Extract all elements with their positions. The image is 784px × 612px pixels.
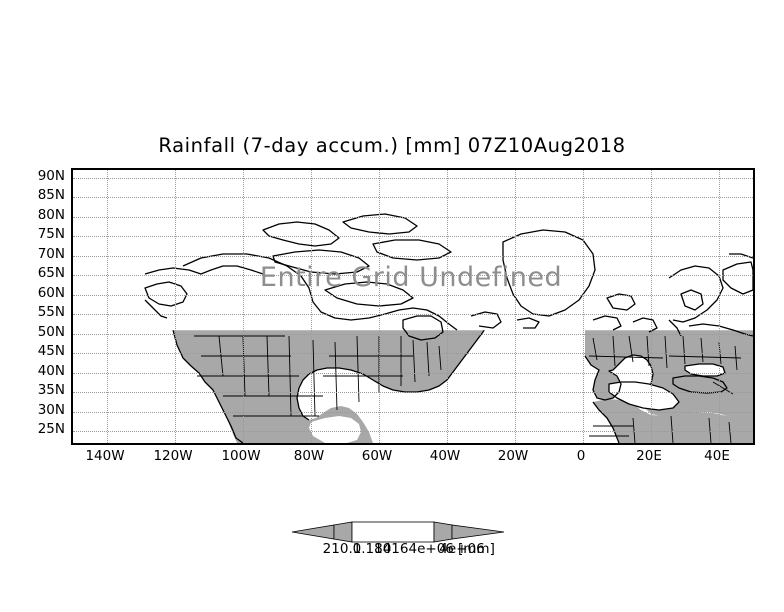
longitude-label: 140W <box>85 448 125 464</box>
tick-latitude <box>71 431 73 433</box>
latitude-label: 45N <box>37 343 65 359</box>
tick-latitude <box>71 178 73 180</box>
map-geography <box>144 213 753 443</box>
chart-title: Rainfall (7-day accum.) [mm] 07Z10Aug201… <box>158 134 626 157</box>
tick-longitude <box>243 443 245 445</box>
tick-latitude <box>71 392 73 394</box>
colorbar-right-arrow <box>451 524 504 540</box>
tick-latitude <box>71 334 73 336</box>
colorbar-segment-mid <box>351 521 435 543</box>
latitude-label: 65N <box>37 265 65 281</box>
tick-latitude <box>71 373 73 375</box>
tick-longitude <box>651 443 653 445</box>
tick-latitude <box>71 256 73 258</box>
tick-latitude <box>71 295 73 297</box>
colorbar-tick-label: 0.184 <box>352 541 392 557</box>
latitude-label: 55N <box>37 304 65 320</box>
longitude-label: 60W <box>361 448 393 464</box>
colorbar-tick-label: 210.1 <box>322 541 362 557</box>
longitude-label: 80W <box>293 448 325 464</box>
latitude-label: 85N <box>37 187 65 203</box>
map-plot-frame <box>71 168 755 445</box>
longitude-label: 40E <box>704 448 730 464</box>
colorbar <box>292 519 504 545</box>
longitude-label: 20W <box>497 448 529 464</box>
tick-longitude <box>583 443 585 445</box>
colorbar-tick-label: 4e+06 <box>439 541 485 557</box>
latitude-label: 75N <box>37 226 65 242</box>
latitude-label: 50N <box>37 323 65 340</box>
longitude-label: 20E <box>636 448 662 464</box>
latitude-axis-labels: 90N 85N 80N 75N 70N 65N 60N 55N 50N 45N … <box>22 168 65 441</box>
longitude-label: 120W <box>153 448 193 464</box>
tick-latitude <box>71 353 73 355</box>
latitude-label: 70N <box>37 245 65 262</box>
colorbar-tick-label: 10164e+06 <box>374 541 454 557</box>
tick-longitude <box>515 443 517 445</box>
tick-latitude <box>71 314 73 316</box>
colorbar-segment-high <box>433 521 453 543</box>
tick-latitude <box>71 275 73 277</box>
tick-latitude <box>71 197 73 199</box>
colorbar-units-label: [mm] <box>458 541 495 557</box>
latitude-label: 80N <box>37 206 65 223</box>
latitude-label: 30N <box>37 401 65 418</box>
latitude-label: 60N <box>37 284 65 301</box>
tick-longitude <box>107 443 109 445</box>
tick-longitude <box>447 443 449 445</box>
longitude-label: 0 <box>576 448 586 464</box>
tick-longitude <box>175 443 177 445</box>
tick-latitude <box>71 412 73 414</box>
latitude-label: 25N <box>37 421 65 437</box>
colorbar-labels: 210.1 0.184 10164e+06 4e+06 [mm] <box>292 541 504 559</box>
colorbar-segment-low <box>333 521 353 543</box>
latitude-label: 35N <box>37 382 65 398</box>
longitude-axis-labels: 140W 120W 100W 80W 60W 40W 20W 0 20E 40E <box>71 448 751 470</box>
latitude-label: 40N <box>37 362 65 379</box>
tick-longitude <box>379 443 381 445</box>
map-canvas <box>73 170 753 443</box>
tick-longitude <box>719 443 721 445</box>
tick-latitude <box>71 217 73 219</box>
colorbar-left-arrow <box>292 524 335 540</box>
tick-longitude <box>311 443 313 445</box>
tick-latitude <box>71 236 73 238</box>
longitude-label: 100W <box>221 448 261 464</box>
longitude-label: 40W <box>429 448 461 464</box>
latitude-label: 90N <box>37 167 65 184</box>
